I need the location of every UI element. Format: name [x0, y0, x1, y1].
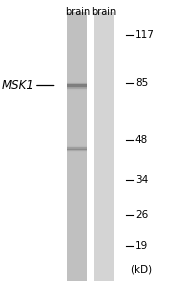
Bar [67, 12, 88, 280]
Bar [67, 91, 88, 92]
Bar [67, 82, 88, 83]
Bar [67, 84, 88, 85]
Text: 34: 34 [135, 175, 148, 185]
Bar [67, 147, 88, 148]
Bar [67, 148, 88, 149]
Bar [67, 145, 88, 146]
Bar [67, 152, 88, 153]
Text: 19: 19 [135, 241, 148, 251]
Bar [67, 93, 88, 94]
Bar [67, 93, 88, 94]
Bar [67, 150, 88, 151]
Bar [67, 84, 88, 85]
Bar [67, 148, 88, 149]
Bar [94, 12, 113, 280]
Bar [67, 85, 88, 86]
Bar [67, 78, 88, 79]
Bar [67, 90, 88, 91]
Bar [67, 80, 88, 81]
Bar [67, 90, 88, 91]
Bar [67, 151, 88, 152]
Bar [67, 147, 88, 148]
Bar [67, 150, 88, 151]
Bar [67, 153, 88, 154]
Bar [67, 92, 88, 93]
Bar [67, 86, 88, 87]
Bar [67, 83, 88, 84]
Bar [67, 82, 88, 83]
Bar [67, 88, 88, 89]
Bar [67, 83, 88, 84]
Bar [67, 151, 88, 152]
Bar [67, 149, 88, 150]
Bar [67, 144, 88, 145]
Text: (kD): (kD) [130, 265, 152, 275]
Bar [67, 146, 88, 147]
Bar [67, 78, 88, 79]
Text: 26: 26 [135, 210, 148, 220]
Bar [67, 143, 88, 144]
Text: MSK1: MSK1 [2, 79, 35, 92]
Bar [67, 85, 88, 86]
Text: brain: brain [91, 7, 116, 16]
Text: brain: brain [65, 7, 90, 16]
Bar [67, 144, 88, 145]
Bar [67, 80, 88, 81]
Bar [67, 89, 88, 90]
Bar [67, 145, 88, 146]
Bar [67, 81, 88, 82]
Bar [67, 79, 88, 80]
Text: 48: 48 [135, 135, 148, 146]
Bar [67, 87, 88, 88]
Bar [67, 152, 88, 153]
Text: 117: 117 [135, 29, 155, 40]
Text: 85: 85 [135, 78, 148, 88]
Bar [67, 89, 88, 90]
Bar [67, 153, 88, 154]
Bar [67, 146, 88, 147]
Bar [67, 77, 88, 78]
